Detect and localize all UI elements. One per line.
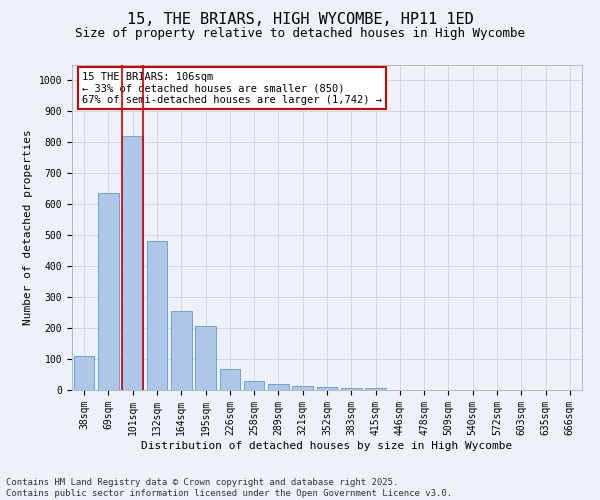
Text: Contains HM Land Registry data © Crown copyright and database right 2025.
Contai: Contains HM Land Registry data © Crown c… xyxy=(6,478,452,498)
Bar xyxy=(317,387,337,390)
Bar xyxy=(244,382,265,390)
Bar xyxy=(98,194,119,390)
Bar xyxy=(292,386,313,390)
Text: 15 THE BRIARS: 106sqm
← 33% of detached houses are smaller (850)
67% of semi-det: 15 THE BRIARS: 106sqm ← 33% of detached … xyxy=(82,72,382,104)
Bar xyxy=(268,384,289,390)
Bar xyxy=(195,326,216,390)
Bar xyxy=(220,369,240,390)
Text: 15, THE BRIARS, HIGH WYCOMBE, HP11 1ED: 15, THE BRIARS, HIGH WYCOMBE, HP11 1ED xyxy=(127,12,473,28)
Bar xyxy=(122,136,143,390)
Bar xyxy=(171,311,191,390)
Y-axis label: Number of detached properties: Number of detached properties xyxy=(23,130,33,326)
Bar xyxy=(146,242,167,390)
X-axis label: Distribution of detached houses by size in High Wycombe: Distribution of detached houses by size … xyxy=(142,440,512,450)
Bar xyxy=(74,356,94,390)
Bar xyxy=(341,388,362,390)
Text: Size of property relative to detached houses in High Wycombe: Size of property relative to detached ho… xyxy=(75,28,525,40)
Bar xyxy=(365,388,386,390)
